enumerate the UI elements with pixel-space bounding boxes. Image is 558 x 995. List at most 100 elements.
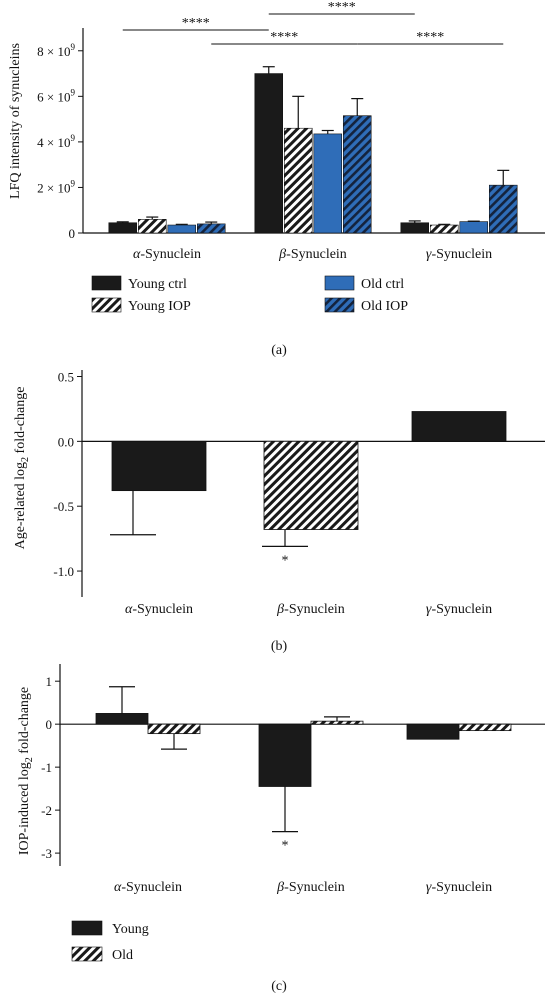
panel-b: 0.50.0-0.5-1.0*α-Synuclein β-Synuclein γ-S… [13, 369, 545, 654]
panel-c-category-2-text: -Synuclein [431, 880, 492, 895]
panel-b-category-1-greek: β [276, 602, 284, 617]
panel-a-ytick-4-label-exp: 9 [71, 42, 76, 52]
panel-c-plot: 10-1-2-3 *α-Synuclein β-Synuclein γ-Synucle… [41, 664, 545, 895]
panel-b-ytick-1-label-text: 0.0 [58, 434, 74, 449]
panel-c-category-2: γ-Synuclein [426, 880, 492, 895]
panel-a-bar-old-iop-2 [488, 184, 518, 234]
panel-b-category-2-text: -Synuclein [431, 602, 492, 617]
panel-a-ytick-0-label-text: 0 [69, 226, 76, 241]
panel-b-bar-1 [263, 440, 359, 530]
panel-a-bar-old-iop-1 [342, 115, 372, 234]
panel-b-ytick-2-label: -0.5 [53, 499, 74, 514]
panel-b-ylabel-main: Age-related log [13, 462, 28, 549]
panel-c-category-1-text: -Synuclein [284, 880, 345, 895]
panel-a-ytick-2-label: 4 × 109 [37, 133, 75, 150]
panel-a-legend: Young ctrl Young IOP Old ctrl Old IOP [91, 275, 408, 314]
panel-a-bar-young-iop-0 [138, 219, 167, 234]
panel-a-bar-young-ctrl-2 [400, 222, 429, 234]
panel-b-category-2-greek: γ [426, 602, 432, 617]
panel-c-legend-swatch-0 [71, 920, 103, 936]
panel-b-ylabel-sub: 2 [20, 457, 31, 462]
panel-c-category-1-greek: β [276, 880, 284, 895]
panel-b-bar-0 [111, 440, 207, 492]
panel-c-legend-label-0: Young [112, 922, 149, 937]
panel-b-category-0-text: -Synuclein [132, 602, 193, 617]
panel-a-ytick-3-label-exp: 9 [71, 87, 76, 97]
panel-a-ytick-1-label-text: 2 × 10 [37, 180, 70, 195]
panel-b-ytick-3-label: -1.0 [53, 564, 74, 579]
panel-a-ytick-1-label: 2 × 109 [37, 178, 75, 195]
panel-b-ytick-0-label-text: 0.5 [58, 369, 74, 384]
panel-a-category-0-greek: α [133, 247, 141, 262]
panel-a-bar-old-ctrl-1 [313, 133, 342, 234]
panel-c-ytick-1-label-text: 0 [46, 717, 53, 732]
panel-a-category-1: β-Synuclein [278, 247, 347, 262]
panel-c-bar-old-2 [458, 723, 512, 732]
panel-c-ytick-3-label: -2 [41, 803, 52, 818]
panel-b-category-2: γ-Synuclein [426, 602, 492, 617]
panel-a-category-0: α-Synuclein [133, 247, 201, 262]
panel-c-ytick-2-label-text: -1 [41, 760, 52, 775]
panel-c-ytick-0-label-text: 1 [46, 674, 53, 689]
panel-a-legend-label-3: Old IOP [361, 299, 408, 314]
panel-c: 10-1-2-3 *α-Synuclein β-Synuclein γ-Synucle… [17, 664, 545, 994]
panel-b-ytick-3-label-text: -1.0 [53, 564, 74, 579]
panel-c-legend-label-1: Old [112, 948, 133, 963]
panel-a-category-2-text: -Synuclein [431, 247, 492, 262]
panel-c-bar-young-2 [406, 723, 460, 740]
panel-c-category-1: β-Synuclein [276, 880, 345, 895]
panel-a-ytick-2-label-exp: 9 [71, 133, 76, 143]
panel-a-legend-swatch-1 [91, 297, 122, 313]
panel-c-ytick-2-label: -1 [41, 760, 52, 775]
panel-c-category-2-greek: γ [426, 880, 432, 895]
panel-b-category-1: β-Synuclein [276, 602, 345, 617]
panel-c-bar-old-1 [310, 720, 364, 725]
panel-b-bar-2 [411, 411, 507, 442]
panel-c-ylabel: IOP-induced log2 fold-change [17, 687, 35, 855]
panel-b-significance-0: * [282, 553, 289, 568]
panel-c-category-0: α-Synuclein [114, 880, 182, 895]
panel-a-category-2: γ-Synuclein [426, 247, 492, 262]
panel-b-ytick-2-label-text: -0.5 [53, 499, 74, 514]
panel-c-bar-old-0 [147, 723, 201, 735]
panel-a-legend-label-0: Young ctrl [128, 277, 187, 292]
panel-b-label: (b) [271, 639, 288, 654]
panel-a-bar-young-ctrl-1 [254, 73, 284, 234]
panel-a-category-2-greek: γ [426, 247, 432, 262]
panel-b-category-1-text: -Synuclein [284, 602, 345, 617]
panel-c-label: (c) [271, 979, 287, 994]
panel-c-significance-0: * [282, 839, 289, 854]
panel-a-ylabel: LFQ intensity of synucleins [8, 43, 23, 199]
panel-a-bar-young-iop-2 [429, 224, 459, 234]
panel-a-significance-label-1: **** [328, 0, 356, 15]
panel-c-category-0-greek: α [114, 880, 122, 895]
panel-b-plot: 0.50.0-0.5-1.0*α-Synuclein β-Synuclein γ-S… [53, 369, 545, 617]
panel-c-ylabel-tail: fold-change [17, 687, 32, 757]
panel-c-ytick-4-label-text: -3 [41, 846, 52, 861]
panel-a-ytick-2-label-text: 4 × 10 [37, 135, 70, 150]
panel-a-legend-swatch-0 [91, 275, 122, 291]
panel-a-bar-young-ctrl-0 [108, 222, 138, 234]
panel-a-ytick-4-label: 8 × 109 [37, 42, 75, 59]
panel-a-bar-young-iop-1 [283, 127, 313, 234]
panel-a-ytick-1-label-exp: 9 [71, 178, 76, 188]
panel-a-bar-old-ctrl-0 [167, 224, 197, 234]
panel-a-bar-old-ctrl-2 [459, 221, 488, 234]
panel-c-ylabel-sub: 2 [24, 757, 35, 762]
panel-a-ytick-0-label: 0 [69, 226, 76, 241]
panel-a-significance-label-0: **** [182, 16, 210, 31]
panel-a-category-1-text: -Synuclein [286, 247, 347, 262]
panel-a-significance-label-3: **** [416, 30, 444, 45]
panel-c-legend-swatch-1 [71, 946, 103, 962]
panel-c-ytick-4-label: -3 [41, 846, 52, 861]
panel-a-category-1-greek: β [278, 247, 286, 262]
panel-c-ytick-1-label: 0 [46, 717, 53, 732]
panel-c-legend: Young Old [71, 920, 149, 963]
panel-a-category-0-text: -Synuclein [140, 247, 201, 262]
panel-a-legend-swatch-3 [324, 297, 355, 313]
panel-a-label: (a) [271, 343, 287, 358]
panel-c-category-0-text: -Synuclein [121, 880, 182, 895]
panel-b-ytick-1-label: 0.0 [58, 434, 74, 449]
